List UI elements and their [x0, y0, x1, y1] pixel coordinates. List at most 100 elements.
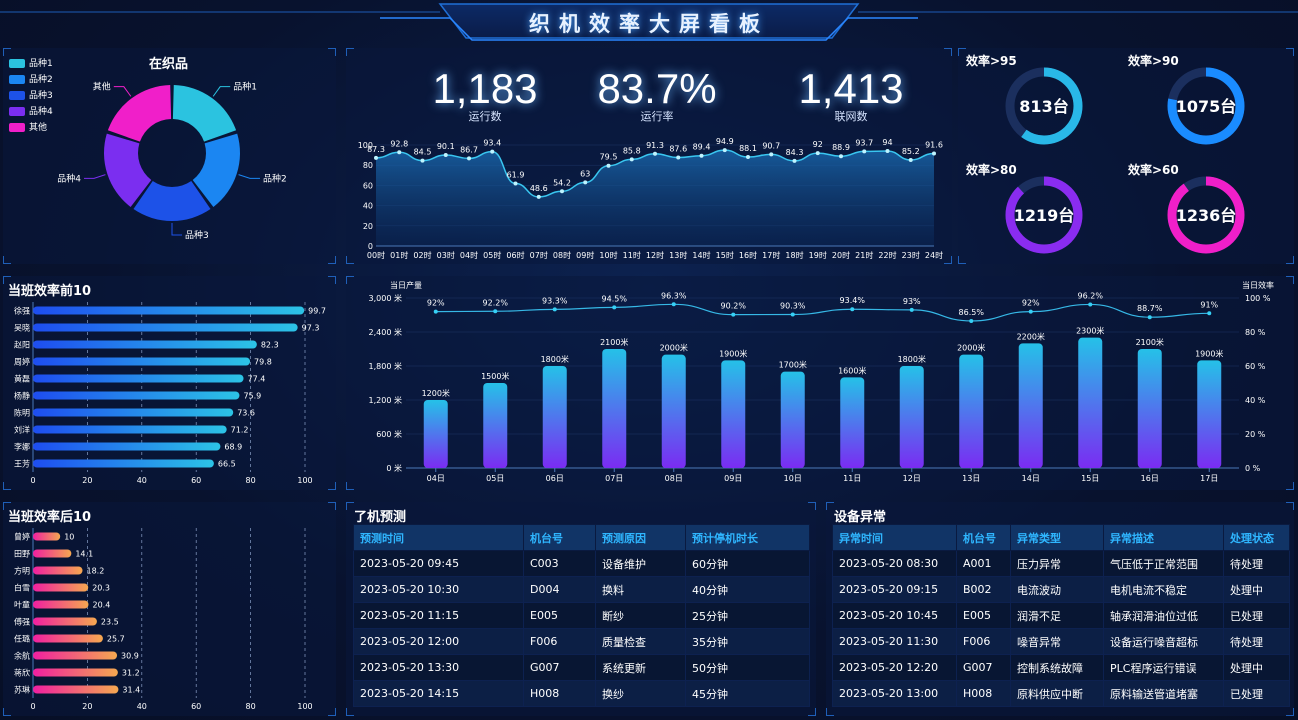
pie-label-line: [238, 174, 260, 179]
y2-tick-label: 0 %: [1245, 464, 1261, 473]
efficiency-point: [433, 309, 438, 314]
data-label: 61.9: [507, 170, 525, 179]
column-header[interactable]: 异常描述: [1103, 524, 1224, 551]
legend-swatch: [9, 123, 25, 132]
legend-item[interactable]: 品种4: [9, 104, 53, 117]
table-row[interactable]: 2023-05-20 13:30 G007 系统更新 50分钟: [353, 654, 810, 681]
table-cell: 已处理: [1223, 680, 1290, 707]
table-row[interactable]: 2023-05-20 09:15 B002 电流波动 电机电流不稳定 处理中: [832, 576, 1290, 603]
x-tick-label: 23时: [902, 250, 920, 260]
weaving-panel: 在织品 品种1 品种2 品种3 品种4 其他 品种1 品种2 品种3 品种4 其他: [3, 48, 336, 264]
efficiency-point: [552, 307, 557, 312]
table-cell: 换纱: [595, 680, 686, 707]
table-row[interactable]: 2023-05-20 10:45 E005 润滑不足 轴承润滑油位过低 已处理: [832, 602, 1290, 629]
ring-value: 1236台: [1176, 206, 1237, 225]
bar-value-label: 1900米: [1195, 348, 1223, 358]
pie-label: 品种3: [185, 229, 209, 241]
table-cell: G007: [523, 654, 596, 681]
data-point: [839, 154, 843, 159]
efficiency-label: 93%: [903, 297, 921, 306]
bar-category-label: 黄磊: [14, 374, 30, 384]
data-label: 88.1: [739, 144, 757, 153]
bar: [33, 549, 72, 558]
production-bar: [1078, 337, 1103, 468]
efficiency-point: [493, 309, 498, 314]
legend-item[interactable]: 品种2: [9, 72, 53, 85]
column-header[interactable]: 机台号: [956, 524, 1011, 551]
data-point: [420, 158, 425, 163]
data-point: [443, 152, 448, 157]
table-cell: H008: [956, 680, 1011, 707]
production-bar: [840, 377, 865, 468]
x-tick-label: 22时: [878, 250, 896, 260]
y2-tick-label: 40 %: [1245, 396, 1266, 405]
data-label: 88.9: [832, 143, 850, 152]
x-tick-label: 80: [246, 702, 256, 711]
bar: [33, 340, 257, 349]
legend-item[interactable]: 其他: [9, 120, 47, 133]
legend-item[interactable]: 品种1: [9, 56, 53, 69]
table-row[interactable]: 2023-05-20 12:20 G007 控制系统故障 PLC程序运行错误 处理中: [832, 654, 1290, 681]
table-row[interactable]: 2023-05-20 09:45 C003 设备维护 60分钟: [353, 550, 810, 577]
efficiency-point: [969, 318, 974, 323]
column-header[interactable]: 预计停机时长: [685, 524, 810, 551]
table-cell: 25分钟: [685, 602, 810, 629]
data-label: 84.3: [786, 148, 804, 157]
data-point: [699, 153, 704, 158]
data-point: [560, 189, 564, 194]
table-row[interactable]: 2023-05-20 08:30 A001 压力异常 气压低于正常范围 待处理: [832, 550, 1290, 577]
x-tick-label: 08时: [553, 250, 571, 260]
production-bar: [721, 360, 746, 468]
bar-category-label: 周婷: [14, 357, 30, 367]
stop-forecast-title: 了机预测: [354, 510, 407, 525]
bar-value-label: 31.4: [122, 686, 140, 695]
table-row[interactable]: 2023-05-20 14:15 H008 换纱 45分钟: [353, 680, 810, 707]
table-row[interactable]: 2023-05-20 12:00 F006 质量检查 35分钟: [353, 628, 810, 655]
x-tick-label: 05时: [483, 250, 501, 260]
kpi-label: 运行数: [468, 110, 502, 123]
legend-label: 品种4: [29, 107, 53, 117]
column-header[interactable]: 预测时间: [353, 524, 524, 551]
data-point: [653, 151, 657, 156]
column-header[interactable]: 预测原因: [595, 524, 686, 551]
x-tick-label: 20: [82, 702, 92, 711]
table-row[interactable]: 2023-05-20 11:15 E005 断纱 25分钟: [353, 602, 810, 629]
pie-label: 品种4: [57, 172, 81, 184]
bar-value-label: 66.5: [218, 460, 236, 469]
legend-swatch: [9, 75, 25, 84]
table-cell: D004: [523, 576, 596, 603]
table-cell: F006: [956, 628, 1011, 655]
column-header[interactable]: 处理状态: [1223, 524, 1290, 551]
data-point: [746, 155, 750, 160]
y2-axis-title: 当日效率: [1242, 280, 1274, 290]
abnormal-panel: 设备异常 异常时间 机台号 异常类型 异常描述 处理状态 2023-05-20 …: [826, 502, 1294, 716]
column-header[interactable]: 机台号: [523, 524, 596, 551]
bar-value-label: 97.3: [302, 324, 320, 333]
legend-swatch: [9, 59, 25, 68]
y2-tick-label: 100 %: [1245, 294, 1271, 303]
data-point: [467, 156, 471, 161]
x-tick-label: 40: [137, 702, 147, 711]
table-row[interactable]: 2023-05-20 10:30 D004 换料 40分钟: [353, 576, 810, 603]
x-tick-label: 09日: [724, 474, 742, 483]
production-bar: [1197, 360, 1222, 468]
bar: [33, 651, 118, 660]
bar-category-label: 任璐: [14, 634, 30, 644]
bar-value-label: 2000米: [957, 343, 985, 353]
bar-category-label: 余航: [14, 651, 30, 661]
table-row[interactable]: 2023-05-20 11:30 F006 噪音异常 设备运行噪音超标 待处理: [832, 628, 1290, 655]
column-header[interactable]: 异常类型: [1010, 524, 1104, 551]
legend-item[interactable]: 品种3: [9, 88, 53, 101]
table-cell: 设备维护: [595, 550, 686, 577]
kpi-running-rate: 83.7% 运行率: [572, 66, 742, 124]
ring-value: 1075台: [1176, 97, 1237, 116]
bar-value-label: 31.2: [122, 669, 140, 678]
table-row[interactable]: 2023-05-20 13:00 H008 原料供应中断 原料输送管道堵塞 已处理: [832, 680, 1290, 707]
bar: [33, 442, 221, 451]
x-tick-label: 08日: [665, 474, 683, 483]
table-cell: 60分钟: [685, 550, 810, 577]
table-cell: 噪音异常: [1010, 628, 1104, 655]
column-header[interactable]: 异常时间: [832, 524, 957, 551]
abnormal-table: 异常时间 机台号 异常类型 异常描述 处理状态 2023-05-20 08:30…: [832, 524, 1290, 707]
bar-value-label: 71.2: [231, 426, 249, 435]
